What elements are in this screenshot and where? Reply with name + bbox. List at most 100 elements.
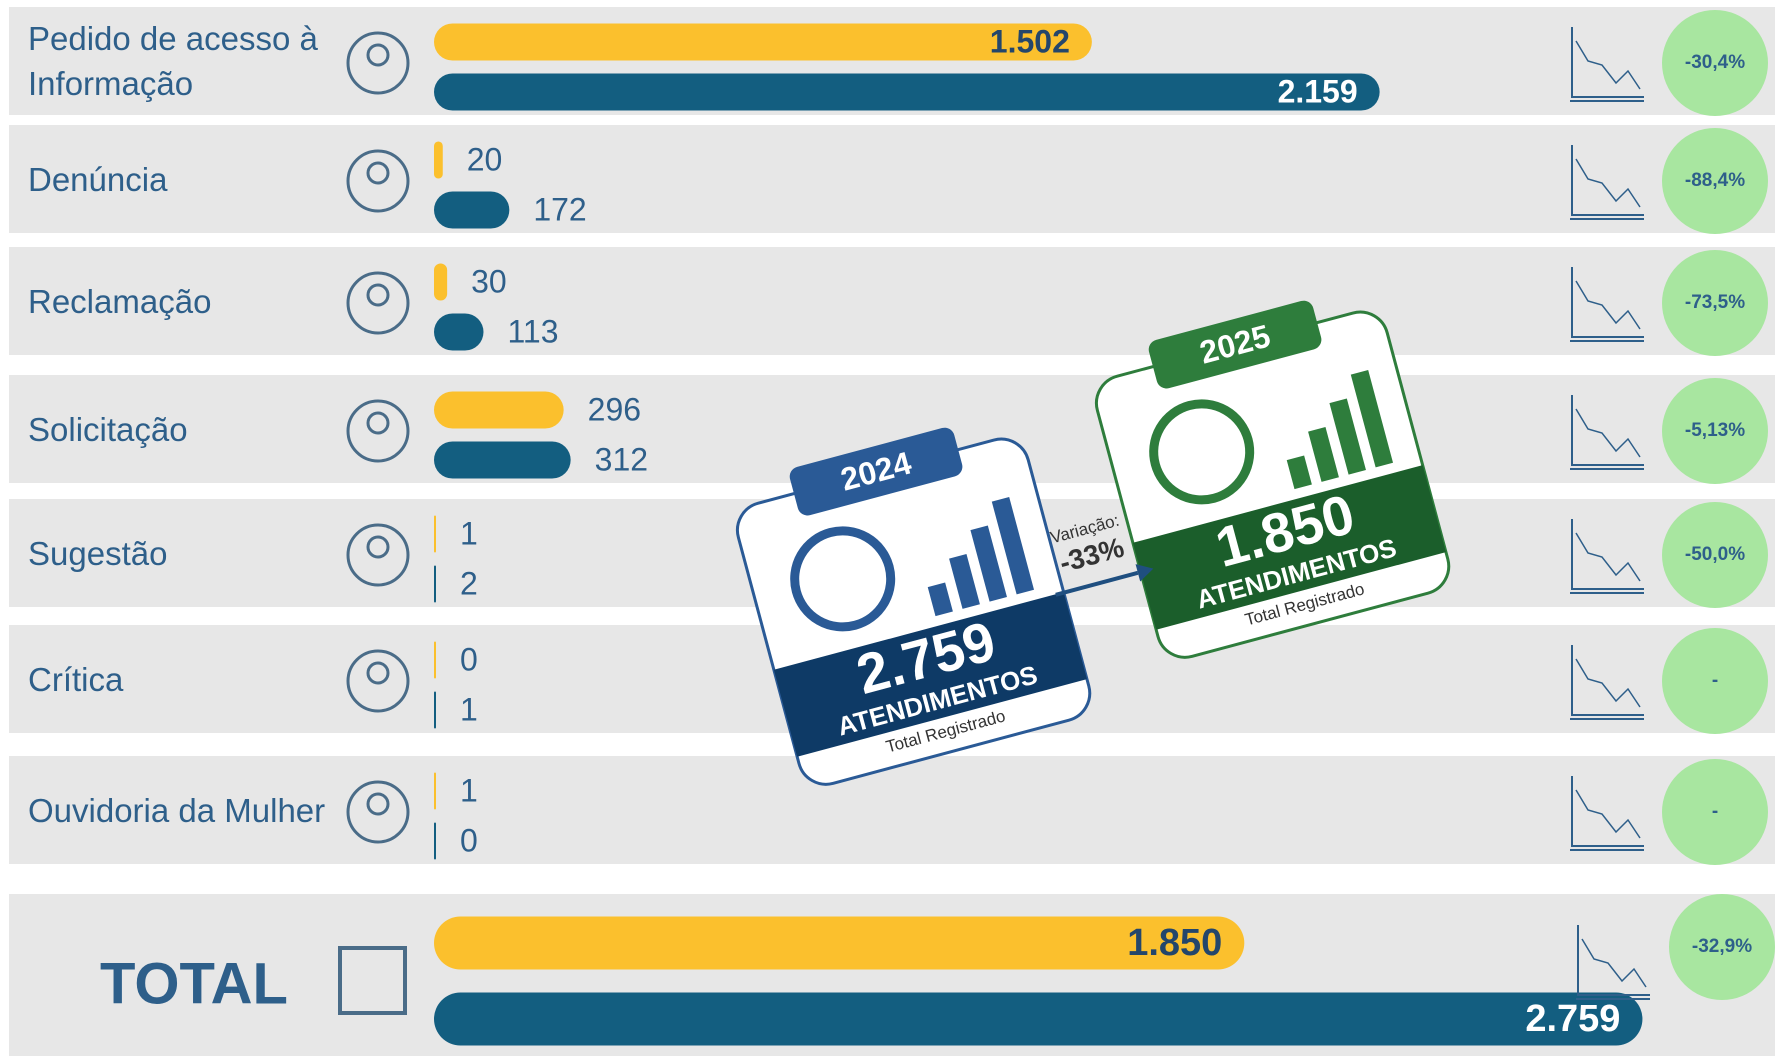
value-label: 1 [460,772,478,808]
value-label: 2.159 [1278,73,1358,109]
trend-axes [1571,645,1644,716]
category-label: Solicitação [28,410,188,448]
bar [434,641,436,679]
bar [434,822,436,860]
bar [434,191,510,229]
trend-line [1581,938,1647,988]
change-label: -88,4% [1685,170,1745,191]
icon-shape [346,780,410,844]
trend-line [1575,408,1641,458]
value-label: 0 [460,641,478,677]
category-icon [346,271,410,335]
icon-shape [366,661,390,685]
row-background [9,125,1775,233]
category-icon [346,149,410,213]
bar [434,565,436,603]
icon-shape [346,523,410,587]
value-label: 2.759 [1525,998,1620,1040]
category-icon [346,399,410,463]
icon-shape [346,649,410,713]
bar [434,992,1643,1046]
value-label: 113 [507,313,558,349]
badge-bars [1286,455,1312,490]
row-background [9,247,1775,355]
change-badge [1662,378,1768,484]
variation-arrow [1055,570,1139,597]
category-icon [346,780,410,844]
category-label: Sugestão [28,534,168,572]
total-label: TOTAL [100,951,288,1016]
badge-bars [991,497,1035,595]
bar [434,141,443,179]
icon-shape [366,792,390,816]
trend-icon [1570,645,1644,720]
change-badge [1662,250,1768,356]
trend-icon [1570,267,1644,342]
bar [434,916,1245,970]
trend-icon [1570,27,1644,102]
category-label: Ouvidoria da Mulher [28,791,326,829]
change-badge [1662,628,1768,734]
category-label: Denúncia [28,160,168,198]
badge-bars [1329,398,1366,475]
trend-axes [1571,395,1644,466]
badge-tab [1148,300,1322,389]
badge-bars [970,525,1007,602]
icon-shape [366,43,390,67]
value-label: 296 [588,391,641,427]
value-label: 20 [467,141,503,177]
category-label: Pedido de acesso à Informação [28,20,318,102]
category-label: Reclamação [28,282,212,320]
trend-icon [1570,776,1644,851]
bar [434,313,484,351]
change-label: - [1712,670,1718,691]
row-background [9,756,1775,864]
change-label: -73,5% [1685,292,1745,313]
badge-headset [790,526,896,632]
value-label: 30 [471,263,507,299]
icon-shape [346,31,410,95]
badge-bars [927,582,953,617]
badge-bars [1308,427,1339,482]
trend-line [1575,280,1641,330]
trend-line [1575,40,1641,90]
badge-tab [789,427,963,516]
bar [434,23,1092,61]
trend-axes [1571,776,1644,847]
category-label: Crítica [28,660,124,698]
value-label: 0 [460,822,478,858]
badge-bars [1350,370,1394,468]
bar [434,73,1380,111]
value-label: 172 [533,191,586,227]
bar [434,515,436,553]
change-label: -50,0% [1685,544,1745,565]
change-badge [1669,894,1775,1000]
trend-axes [1571,267,1644,338]
bar [434,263,448,301]
trend-icon [1570,145,1644,220]
change-label: -5,13% [1685,420,1745,441]
badge-headset [1149,399,1255,505]
icon-shape [346,149,410,213]
icon-shape [366,535,390,559]
change-label: - [1712,801,1718,822]
icon-shape [366,283,390,307]
icon-shape [346,399,410,463]
value-label: 1 [460,515,478,551]
bar [434,391,564,429]
change-badge [1662,502,1768,608]
value-label: 1.850 [1127,922,1222,964]
bar [434,772,436,810]
icon-shape [366,161,390,185]
value-label: 1 [460,691,478,727]
change-badge [1662,10,1768,116]
badge-bars [949,554,980,609]
value-label: 1.502 [990,23,1070,59]
icon-shape [366,411,390,435]
category-icon [346,31,410,95]
change-label: -32,9% [1692,936,1752,957]
